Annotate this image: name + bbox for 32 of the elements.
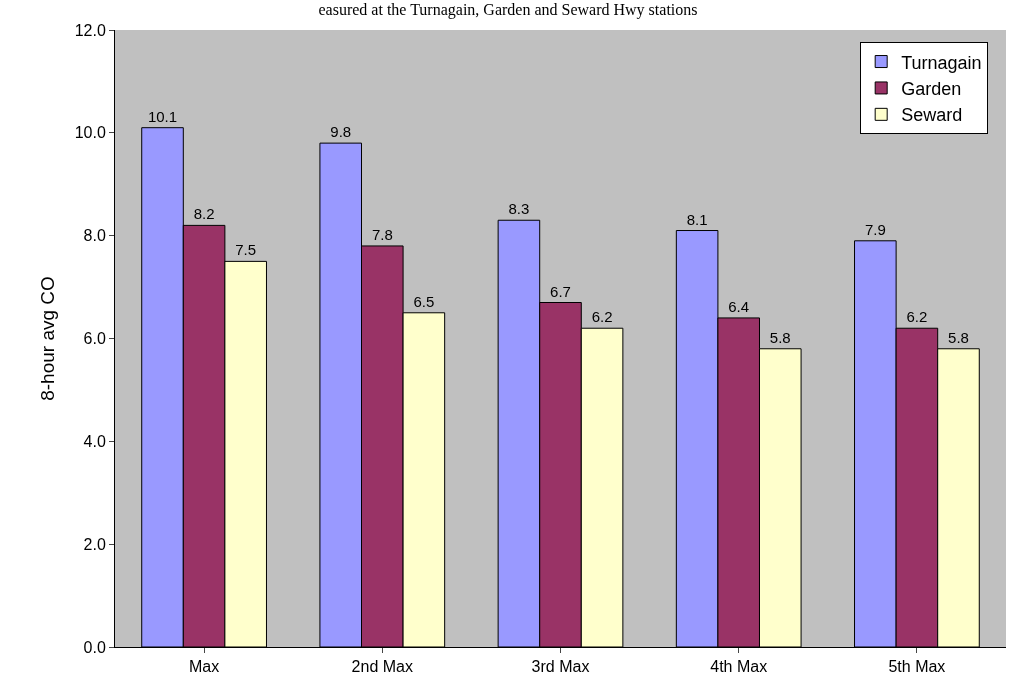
x-tick-label: 5th Max	[888, 658, 946, 676]
data-label: 9.8	[330, 123, 352, 141]
y-tick-label: 10.0	[74, 124, 106, 142]
data-label: 8.2	[193, 205, 215, 223]
legend-label: Garden	[901, 78, 962, 99]
y-tick-label: 2.0	[83, 535, 106, 553]
data-label: 5.8	[948, 328, 969, 346]
data-label: 6.2	[906, 308, 928, 326]
y-axis-title: 8-hour avg CO	[36, 276, 58, 401]
y-tick-label: 6.0	[83, 330, 106, 348]
x-tick-label: 4th Max	[710, 658, 768, 676]
data-label: 10.1	[147, 107, 178, 125]
data-label: 7.9	[864, 220, 886, 238]
x-tick-label: Max	[188, 658, 220, 676]
data-label: 8.1	[686, 210, 708, 228]
x-tick-label: 3rd Max	[531, 658, 590, 676]
y-tick-label: 4.0	[83, 432, 106, 450]
data-label: 8.3	[508, 200, 530, 218]
y-tick-label: 0.0	[83, 638, 106, 656]
y-tick-label: 8.0	[83, 227, 106, 245]
data-label: 7.5	[235, 241, 257, 259]
x-tick-label: 2nd Max	[351, 658, 413, 676]
y-tick-label: 12.0	[74, 21, 106, 39]
legend-label: Turnagain	[901, 52, 982, 73]
data-label: 6.4	[728, 297, 750, 315]
data-label: 6.5	[413, 292, 435, 310]
legend-label: Seward	[901, 105, 963, 126]
data-label: 5.8	[769, 328, 791, 346]
data-label: 7.8	[371, 225, 393, 243]
data-label: 6.2	[591, 308, 613, 326]
data-label: 6.7	[550, 282, 571, 300]
chart-title: easured at the Turnagain, Garden and Seward Hwy stations	[318, 0, 698, 19]
